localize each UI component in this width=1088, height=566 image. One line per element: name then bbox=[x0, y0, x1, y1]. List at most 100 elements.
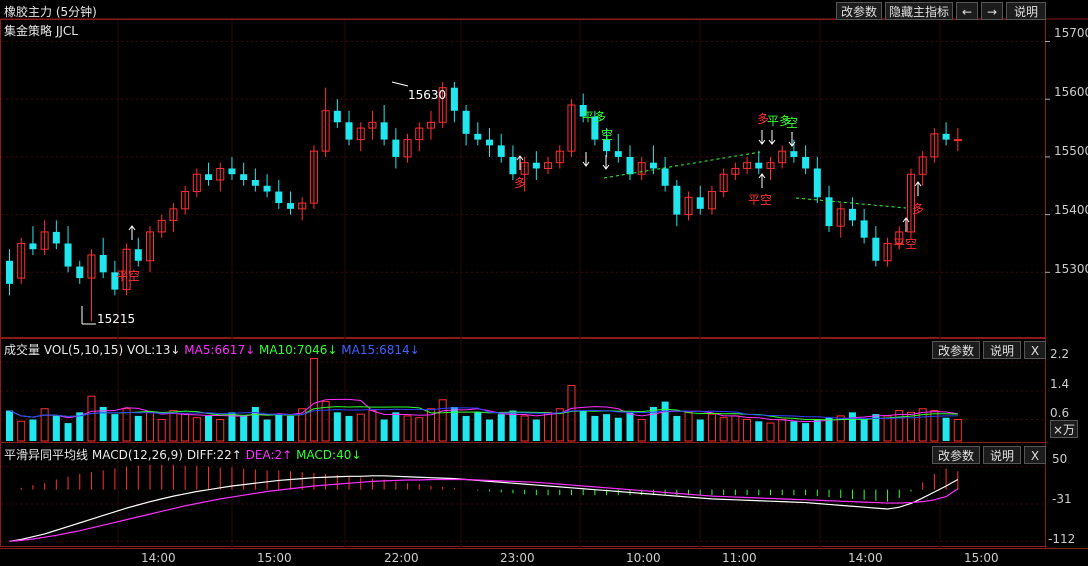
high-marker-line bbox=[391, 81, 409, 87]
signal-tag: 多 bbox=[514, 176, 527, 190]
candle-body bbox=[719, 173, 728, 193]
time-tick: 15:00 bbox=[964, 551, 999, 565]
volume-bar bbox=[52, 415, 60, 441]
volume-bar bbox=[802, 423, 810, 441]
volume-unit-button[interactable]: ×万 bbox=[1050, 420, 1078, 438]
candle-body bbox=[6, 260, 14, 284]
trend-line bbox=[795, 197, 907, 209]
candle-body bbox=[298, 202, 307, 210]
candle-body bbox=[895, 231, 904, 244]
volume-bar bbox=[895, 410, 904, 442]
volume-bar bbox=[637, 419, 646, 442]
ma10-value: MA10:7046↓ bbox=[258, 343, 338, 357]
candle-body bbox=[240, 174, 248, 180]
volume-bar bbox=[76, 412, 84, 441]
volume-bar bbox=[603, 414, 611, 441]
candle-body bbox=[649, 162, 657, 169]
volume-value: VOL:13↓ bbox=[126, 343, 181, 357]
time-tick: 15:00 bbox=[257, 551, 292, 565]
candle-body bbox=[802, 156, 810, 169]
candle-body bbox=[403, 139, 412, 158]
candle-body bbox=[544, 162, 553, 169]
ma10-line bbox=[9, 406, 958, 421]
candle-body bbox=[836, 208, 845, 227]
volume-bar bbox=[450, 406, 458, 441]
arrow-left-icon[interactable]: ← bbox=[956, 2, 978, 20]
volume-bar bbox=[930, 410, 939, 442]
volume-y-tick: 1.4 bbox=[1050, 377, 1070, 391]
candle-body bbox=[474, 133, 482, 140]
candle-body bbox=[309, 150, 318, 204]
candle-body bbox=[192, 173, 201, 193]
candle-body bbox=[368, 121, 377, 129]
y-tick-label: 15700 bbox=[1054, 26, 1088, 40]
candle-body bbox=[743, 162, 752, 169]
candle-body bbox=[345, 122, 353, 140]
y-tick-label: 15300 bbox=[1054, 262, 1088, 276]
volume-bar bbox=[321, 401, 330, 442]
candle-body bbox=[930, 133, 939, 158]
hide-main-indicator-button[interactable]: 隐藏主指标 bbox=[885, 2, 953, 20]
high-price-label: 15630 bbox=[408, 88, 447, 102]
volume-bar bbox=[942, 417, 950, 441]
volume-bar bbox=[263, 419, 271, 441]
signal-tag: 平多 bbox=[582, 110, 607, 124]
candle-body bbox=[603, 139, 611, 152]
candle-body bbox=[40, 231, 49, 250]
candle-body bbox=[953, 139, 962, 142]
macd-change-params-button[interactable]: 改参数 bbox=[932, 446, 980, 464]
candle-body bbox=[520, 162, 529, 175]
candle-body bbox=[942, 133, 950, 140]
volume-bar bbox=[29, 419, 37, 441]
time-tick: 14:00 bbox=[848, 551, 883, 565]
macd-close-icon[interactable]: X bbox=[1024, 446, 1046, 464]
candle-body bbox=[462, 110, 470, 134]
candle-body bbox=[438, 87, 447, 123]
volume-bar bbox=[696, 419, 704, 441]
help-button[interactable]: 说明 bbox=[1006, 2, 1046, 20]
candle-body bbox=[626, 156, 634, 175]
volume-close-icon[interactable]: X bbox=[1024, 341, 1046, 359]
change-params-button[interactable]: 改参数 bbox=[836, 2, 882, 20]
volume-bar bbox=[520, 415, 529, 442]
candle-body bbox=[181, 191, 190, 210]
volume-bar bbox=[462, 415, 470, 441]
volume-change-params-button[interactable]: 改参数 bbox=[932, 341, 980, 359]
candle-body bbox=[872, 237, 880, 261]
volume-header: 成交量 VOL(5,10,15) VOL:13↓ MA5:6617↓ MA10:… bbox=[4, 341, 420, 358]
candle-body bbox=[731, 167, 740, 175]
candle-body bbox=[591, 116, 599, 140]
time-tick: 10:00 bbox=[626, 551, 661, 565]
volume-bar bbox=[872, 414, 880, 441]
volume-bar bbox=[438, 399, 447, 442]
arrow-right-icon[interactable]: → bbox=[981, 2, 1003, 20]
signal-arrow-head bbox=[128, 225, 136, 231]
candle-body bbox=[333, 110, 341, 123]
candle-body bbox=[707, 191, 716, 210]
volume-bar bbox=[673, 415, 681, 441]
candle-body bbox=[228, 168, 236, 175]
candle-body bbox=[860, 220, 868, 238]
candle-body bbox=[696, 197, 704, 209]
candle-body bbox=[99, 255, 107, 273]
volume-bar bbox=[591, 415, 599, 441]
volume-bar bbox=[356, 413, 365, 442]
candle-body bbox=[134, 249, 142, 261]
strategy-name: 集金策略 JJCL bbox=[4, 24, 78, 38]
trend-line bbox=[603, 151, 761, 179]
volume-bar bbox=[145, 411, 155, 442]
volume-bar bbox=[205, 415, 213, 441]
volume-bar bbox=[298, 408, 307, 442]
candle-body bbox=[380, 122, 388, 140]
macd-help-button[interactable]: 说明 bbox=[983, 446, 1021, 464]
time-tick: 23:00 bbox=[500, 551, 535, 565]
candle-body bbox=[251, 180, 259, 186]
volume-bar bbox=[64, 423, 72, 441]
volume-help-button[interactable]: 说明 bbox=[983, 341, 1021, 359]
candle-body bbox=[29, 243, 37, 250]
volume-bar bbox=[661, 401, 669, 441]
signal-arrow-head bbox=[758, 139, 766, 145]
diff-value: DIFF:22↑ bbox=[186, 448, 242, 462]
volume-bar bbox=[251, 406, 259, 441]
